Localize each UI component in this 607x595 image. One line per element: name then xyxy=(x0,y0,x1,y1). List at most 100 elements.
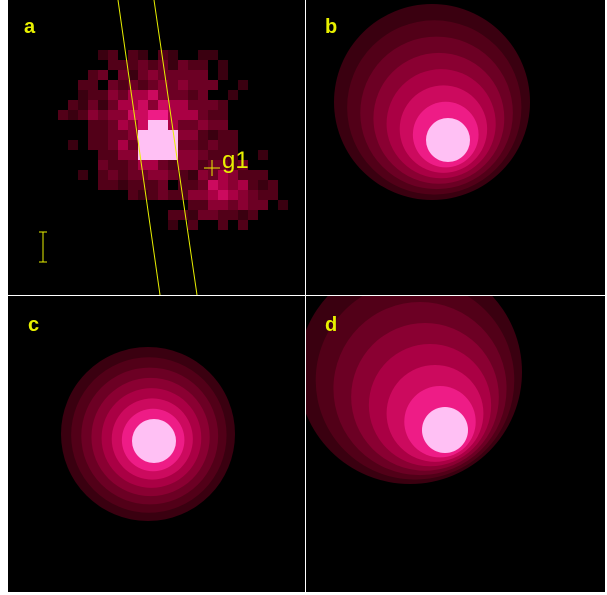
pixel xyxy=(118,140,128,150)
pixel xyxy=(198,170,208,180)
pixel xyxy=(138,100,148,110)
pixel xyxy=(148,110,158,120)
pixel xyxy=(188,210,198,220)
panel-label: c xyxy=(28,314,39,336)
pixel xyxy=(148,70,158,80)
pixel xyxy=(98,70,108,80)
pixel xyxy=(78,90,88,100)
pixel xyxy=(198,210,208,220)
pixel xyxy=(148,90,158,100)
pixel xyxy=(158,70,168,80)
annotation: g1 xyxy=(222,147,249,174)
pixel xyxy=(88,100,98,110)
pixel xyxy=(108,160,118,170)
pixel xyxy=(118,100,128,110)
pixel xyxy=(168,60,178,70)
pixel xyxy=(228,180,238,190)
pixel xyxy=(98,50,108,60)
pixel xyxy=(148,120,158,130)
pixel xyxy=(208,100,218,110)
pixel xyxy=(178,80,188,90)
pixel xyxy=(158,190,168,200)
isophote xyxy=(132,419,176,463)
pixel xyxy=(168,210,178,220)
pixel xyxy=(108,90,118,100)
pixel xyxy=(138,90,148,100)
pixel xyxy=(148,170,158,180)
pixel xyxy=(208,130,218,140)
pixel xyxy=(178,140,188,150)
pixel xyxy=(178,60,188,70)
pixel xyxy=(148,100,158,110)
pixel xyxy=(168,90,178,100)
pixel xyxy=(118,150,128,160)
pixel xyxy=(188,170,198,180)
pixel xyxy=(208,210,218,220)
pixel xyxy=(108,80,118,90)
pixel xyxy=(218,190,228,200)
pixel xyxy=(78,170,88,180)
pixel xyxy=(118,70,128,80)
pixel xyxy=(98,100,108,110)
pixel xyxy=(198,150,208,160)
pixel xyxy=(168,160,178,170)
pixel xyxy=(168,140,178,150)
pixel xyxy=(168,190,178,200)
pixel xyxy=(108,170,118,180)
pixel xyxy=(228,190,238,200)
figure: g1 a b c d xyxy=(0,0,607,595)
pixel xyxy=(188,150,198,160)
pixel xyxy=(178,150,188,160)
pixel xyxy=(178,100,188,110)
pixel xyxy=(148,160,158,170)
pixel xyxy=(238,80,248,90)
pixel xyxy=(98,110,108,120)
pixel xyxy=(168,50,178,60)
pixel xyxy=(248,200,258,210)
pixel xyxy=(148,80,158,90)
pixel xyxy=(118,120,128,130)
pixel xyxy=(168,170,178,180)
pixel xyxy=(238,200,248,210)
pixel xyxy=(188,160,198,170)
pixel xyxy=(158,170,168,180)
pixel xyxy=(228,90,238,100)
pixel xyxy=(118,80,128,90)
pixel xyxy=(208,170,218,180)
pixel xyxy=(128,110,138,120)
pixel xyxy=(188,90,198,100)
pixel xyxy=(158,150,168,160)
pixel xyxy=(258,180,268,190)
pixel xyxy=(88,140,98,150)
pixel xyxy=(188,220,198,230)
page: g1 a b c d (() => { const data = JSON.pa… xyxy=(0,0,607,595)
pixel xyxy=(88,80,98,90)
pixel xyxy=(118,130,128,140)
pixel xyxy=(228,130,238,140)
pixel xyxy=(258,170,268,180)
pixel xyxy=(198,120,208,130)
pixel xyxy=(108,100,118,110)
pixel xyxy=(108,110,118,120)
pixel xyxy=(228,210,238,220)
pixel xyxy=(218,210,228,220)
pixel xyxy=(238,180,248,190)
pixel xyxy=(228,200,238,210)
pixel xyxy=(238,190,248,200)
pixel xyxy=(258,190,268,200)
pixel xyxy=(178,160,188,170)
pixel xyxy=(178,70,188,80)
pixel xyxy=(188,200,198,210)
pixel xyxy=(138,120,148,130)
pixel xyxy=(198,80,208,90)
pixel xyxy=(268,180,278,190)
pixel xyxy=(148,190,158,200)
pixel xyxy=(178,120,188,130)
pixel xyxy=(88,120,98,130)
pixel xyxy=(158,130,168,140)
pixel xyxy=(188,70,198,80)
pixel xyxy=(88,70,98,80)
pixel xyxy=(138,110,148,120)
pixel xyxy=(158,110,168,120)
pixel xyxy=(178,180,188,190)
